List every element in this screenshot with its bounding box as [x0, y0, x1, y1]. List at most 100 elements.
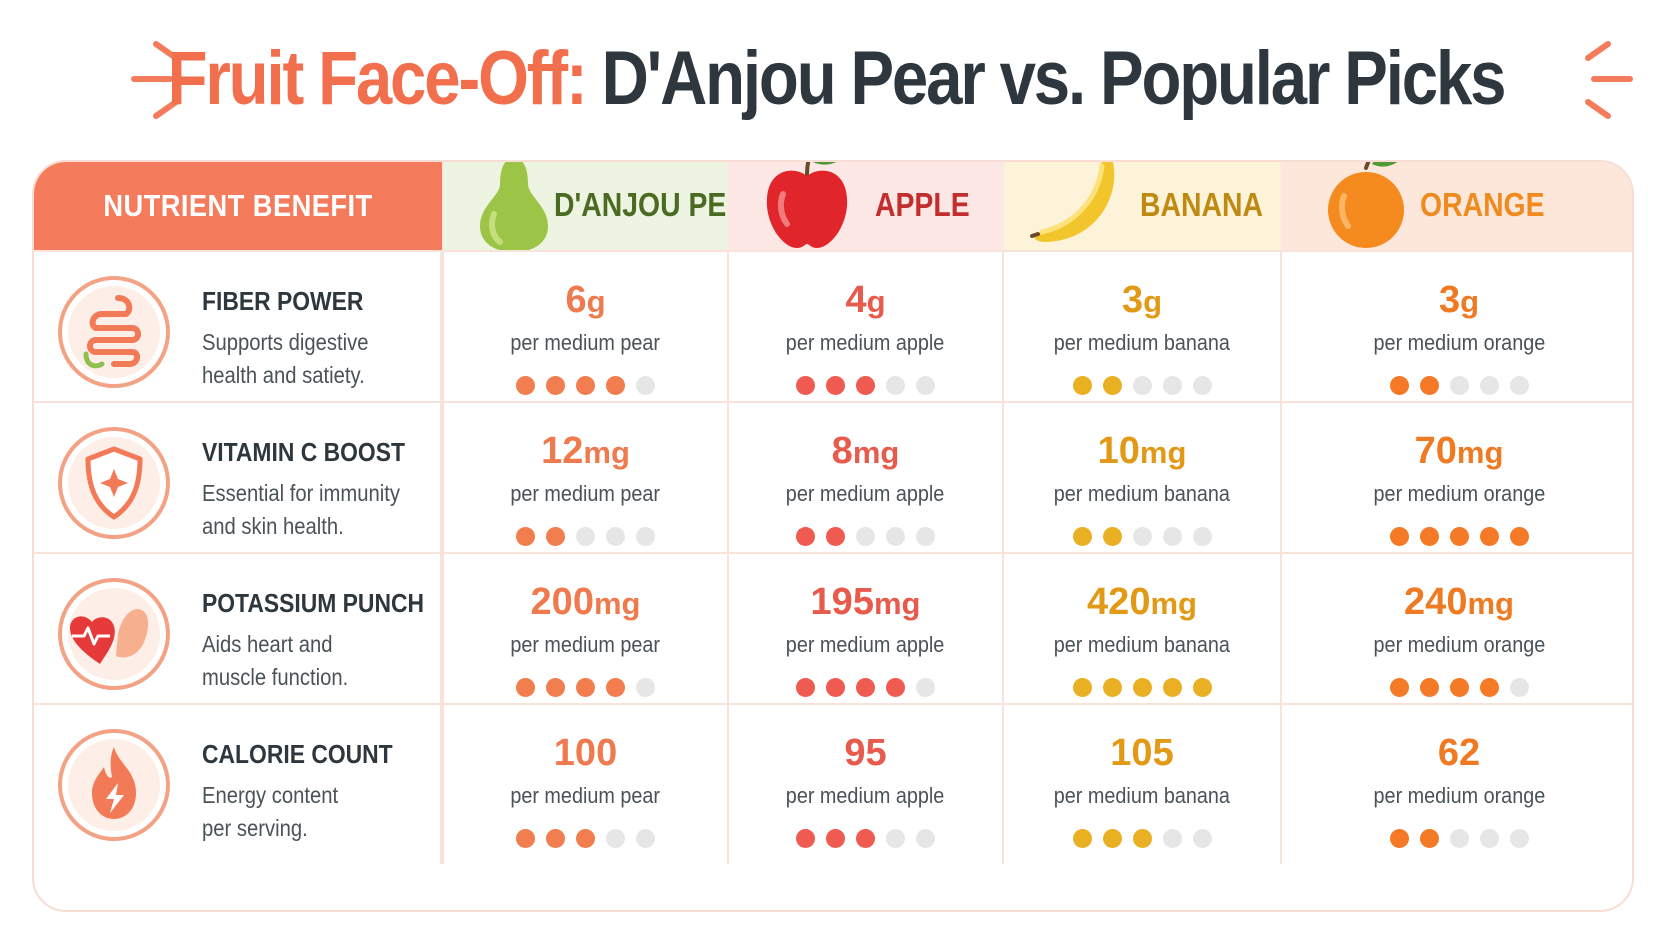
value-cell-pear: 100 per medium pear	[442, 705, 727, 864]
value-number: 420	[1087, 581, 1151, 623]
value-serving-text: per medium orange	[1373, 632, 1545, 657]
rating-dot-filled	[1389, 527, 1409, 546]
value-serving-text: per medium banana	[1053, 481, 1231, 506]
value-serving-text: per medium orange	[1373, 481, 1545, 506]
value-serving-text: per medium apple	[786, 783, 945, 808]
header-orange: ORANGE	[1280, 162, 1632, 250]
title-accent: Fruit Face-Off:	[167, 36, 588, 121]
rating-dot-filled	[856, 376, 875, 395]
value-unit: g	[1143, 284, 1163, 319]
value-cell-pear: 12mg per medium pear	[442, 403, 727, 562]
value-serving-text: per medium banana	[1053, 330, 1231, 355]
value-unit: g	[866, 284, 886, 319]
value-cell-orange: 240mg per medium orange	[1280, 554, 1632, 713]
row-fiber: FIBER POWER Supports digestive health an…	[34, 250, 1632, 411]
rating-dot-filled	[1419, 829, 1439, 848]
rating-dot-filled	[826, 829, 845, 848]
value-serving: per medium orange	[1282, 632, 1632, 658]
rating-dot-filled	[1102, 678, 1122, 697]
value-serving-text: per medium banana	[1053, 632, 1231, 657]
rating-dots	[729, 829, 1002, 848]
rating-dot-filled	[1132, 678, 1152, 697]
nutrient-desc-line1: Aids heart and	[202, 631, 333, 657]
rating-dot-empty	[1162, 829, 1182, 848]
value-unit: g	[1460, 284, 1480, 319]
title-rest: D'Anjou Pear vs. Popular Picks	[601, 36, 1507, 121]
rating-dot-filled	[1072, 829, 1092, 848]
header-nutrient-benefit: NUTRIENT BENEFIT	[34, 162, 442, 250]
value-serving: per medium apple	[729, 783, 1002, 809]
rating-dot-filled	[796, 376, 815, 395]
value-serving: per medium apple	[729, 481, 1002, 507]
rating-dot-empty	[1162, 527, 1182, 546]
value-serving-text: per medium orange	[1373, 783, 1545, 808]
rating-dots	[1004, 527, 1280, 546]
rating-dot-filled	[796, 829, 815, 848]
intestine-icon	[58, 276, 170, 388]
value-number: 3	[1438, 279, 1461, 321]
value-number: 70	[1414, 430, 1457, 472]
value-unit: mg	[593, 586, 641, 621]
row-calories: CALORIE COUNT Energy content per serving…	[34, 703, 1632, 864]
value-unit: mg	[873, 586, 921, 621]
value-unit: mg	[1456, 435, 1504, 470]
value-amount: 3g	[1004, 278, 1280, 330]
value-number: 100	[553, 732, 618, 774]
nutrient-desc-line2: health and satiety.	[202, 362, 365, 388]
rating-dot-filled	[1162, 678, 1182, 697]
value-serving: per medium banana	[1004, 783, 1280, 809]
rating-dots	[1004, 376, 1280, 395]
value-number: 12	[541, 430, 584, 472]
value-number: 10	[1097, 430, 1140, 472]
title-area: Fruit Face-Off: D'Anjou Pear vs. Popular…	[0, 0, 1672, 160]
rating-dot-filled	[1102, 829, 1122, 848]
rating-dot-filled	[796, 527, 815, 546]
value-amount: 10mg	[1004, 429, 1280, 481]
rating-dot-filled	[826, 527, 845, 546]
rating-dot-filled	[576, 829, 595, 848]
rating-dot-filled	[546, 376, 565, 395]
rating-dot-filled	[1389, 376, 1409, 395]
rating-dot-empty	[606, 829, 625, 848]
rating-dot-empty	[636, 376, 655, 395]
rating-dots	[729, 376, 1002, 395]
value-unit: mg	[583, 435, 630, 470]
header-apple-name: APPLE	[875, 186, 970, 223]
rating-dot-filled	[516, 376, 535, 395]
rating-dot-filled	[1072, 376, 1092, 395]
value-serving-text: per medium banana	[1053, 783, 1231, 808]
pear-icon	[480, 162, 548, 252]
value-serving-text: per medium apple	[786, 632, 945, 657]
rating-dots	[444, 527, 727, 546]
rating-dot-empty	[886, 376, 905, 395]
nutrient-title: CALORIE COUNT	[202, 739, 393, 769]
value-number: 200	[530, 581, 594, 623]
rating-dot-filled	[576, 678, 595, 697]
value-serving: per medium banana	[1004, 481, 1280, 507]
nutrient-desc-line1: Essential for immunity	[202, 480, 400, 506]
value-unit: g	[586, 284, 606, 319]
nutrient-desc: Energy content per serving.	[202, 779, 431, 845]
rating-dot-filled	[516, 829, 535, 848]
value-amount: 12mg	[444, 429, 727, 481]
value-cell-pear: 200mg per medium pear	[442, 554, 727, 713]
value-number: 4	[845, 279, 867, 321]
value-cell-apple: 95 per medium apple	[727, 705, 1002, 864]
rating-dot-empty	[886, 527, 905, 546]
heart-muscle-icon	[58, 578, 170, 690]
rating-dot-filled	[1102, 376, 1122, 395]
value-amount: 195mg	[729, 580, 1002, 632]
rating-dot-empty	[1132, 527, 1152, 546]
rating-dot-filled	[856, 678, 875, 697]
banana-icon	[1030, 162, 1115, 242]
value-cell-apple: 4g per medium apple	[727, 252, 1002, 411]
value-number: 62	[1437, 732, 1481, 774]
value-cell-banana: 10mg per medium banana	[1002, 403, 1280, 562]
header-banana: BANANA	[1002, 162, 1280, 250]
rating-dot-empty	[886, 829, 905, 848]
rating-dot-empty	[856, 527, 875, 546]
rating-dot-empty	[1479, 829, 1499, 848]
value-amount: 70mg	[1282, 429, 1632, 481]
value-unit: mg	[1467, 586, 1514, 621]
value-amount: 3g	[1282, 278, 1632, 330]
